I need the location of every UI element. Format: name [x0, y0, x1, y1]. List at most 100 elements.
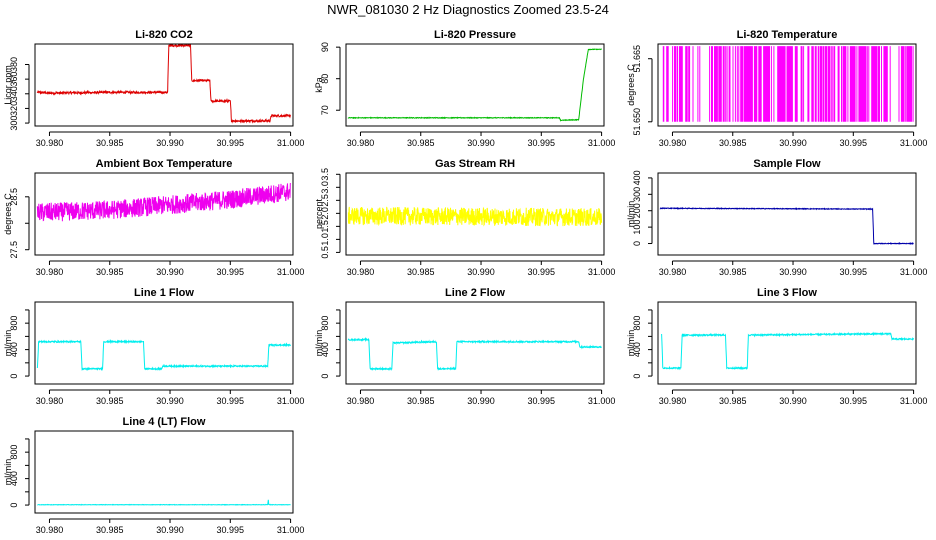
y-tick-label: 1.0 [320, 233, 330, 246]
y-tick-label: 80 [320, 74, 330, 84]
y-tick-label: 400 [632, 170, 642, 185]
plot-frame [34, 43, 294, 127]
x-tick-label: 30.990 [156, 267, 184, 277]
y-axis: 51.650 51.665 [632, 45, 653, 136]
chart-title: Ambient Box Temperature [96, 158, 233, 170]
x-axis: 30.980 30.985 30.990 30.995 31.000 [36, 260, 305, 277]
y-axis-label: ml/min [626, 201, 636, 228]
y-tick-label: 28.5 [9, 188, 19, 206]
x-tick-label: 30.985 [719, 138, 747, 148]
y-axis: 27.5 28.5 [9, 188, 30, 258]
x-tick-label: 30.995 [528, 138, 556, 148]
x-tick-label: 31.000 [900, 396, 928, 406]
data-layer [662, 46, 914, 122]
x-tick-label: 30.980 [347, 396, 375, 406]
y-tick-label: 90 [320, 42, 330, 52]
y-tick-label: 1.5 [320, 220, 330, 233]
y-tick-label: 300 [632, 187, 642, 202]
data-series [347, 48, 602, 122]
y-tick-label: 2.0 [320, 207, 330, 220]
x-tick-label: 30.995 [840, 267, 868, 277]
x-axis: 30.980 30.985 30.990 30.995 31.000 [36, 131, 305, 148]
y-axis-label: degrees C [3, 193, 13, 235]
plot-frame [345, 43, 605, 127]
data-series [36, 339, 292, 372]
data-series [661, 331, 915, 371]
chart-title: Gas Stream RH [435, 158, 515, 170]
plot-frame [34, 172, 294, 256]
y-tick-label: 200 [632, 203, 642, 218]
x-tick-label: 30.995 [217, 267, 245, 277]
x-tick-label: 30.990 [156, 396, 184, 406]
chart-title: Line 2 Flow [445, 287, 505, 299]
y-tick-label: 400 [632, 342, 642, 357]
y-tick-label: 800 [632, 316, 642, 331]
x-tick-label: 30.995 [840, 138, 868, 148]
x-tick-label: 30.985 [719, 396, 747, 406]
x-tick-label: 30.995 [217, 396, 245, 406]
y-axis-label: ml/min [3, 330, 13, 357]
y-tick-label: 400 [320, 342, 330, 357]
y-axis-label: percent [314, 198, 324, 229]
data-layer [347, 48, 602, 122]
x-tick-label: 30.990 [467, 267, 495, 277]
chart-panel-9: Line 3 Flow ml/min 30.980 30.985 30.990 30.99… [626, 287, 927, 406]
x-tick-label: 30.980 [36, 267, 64, 277]
x-tick-label: 30.980 [347, 267, 375, 277]
data-layer [36, 44, 292, 124]
data-series [36, 183, 292, 222]
x-tick-label: 30.990 [779, 138, 807, 148]
y-tick-label: 0 [632, 241, 642, 246]
x-tick-label: 31.000 [277, 267, 305, 277]
x-tick-label: 30.985 [407, 267, 435, 277]
chart-panel-7: Line 1 Flow ml/min 30.980 30.985 30.990 30.99… [3, 287, 304, 406]
data-layer [36, 183, 292, 222]
x-tick-label: 30.985 [96, 267, 124, 277]
plot-frame [345, 301, 605, 385]
data-layer [36, 339, 292, 372]
y-axis-label: degrees C [626, 64, 636, 106]
x-tick-label: 30.990 [779, 396, 807, 406]
x-tick-label: 30.985 [407, 138, 435, 148]
x-axis: 30.980 30.985 30.990 30.995 31.000 [347, 389, 616, 406]
x-tick-label: 30.980 [36, 525, 64, 535]
y-tick-label: 51.665 [632, 45, 642, 73]
y-axis: 0.51.01.52.02.53.03.5 [320, 168, 341, 259]
y-tick-label: 0.5 [320, 246, 330, 259]
x-tick-label: 30.985 [96, 525, 124, 535]
y-tick-label: 360 [9, 72, 19, 87]
chart-title: Line 4 (LT) Flow [123, 416, 206, 428]
chart-title: Line 1 Flow [134, 287, 194, 299]
x-tick-label: 31.000 [588, 396, 616, 406]
x-axis: 30.980 30.985 30.990 30.995 31.000 [36, 518, 304, 535]
y-tick-label: 800 [9, 445, 19, 460]
x-tick-label: 30.985 [96, 138, 124, 148]
x-tick-label: 31.000 [277, 138, 305, 148]
plot-frame [34, 430, 294, 514]
x-tick-label: 30.990 [467, 138, 495, 148]
plot-frame [34, 301, 294, 385]
x-tick-label: 30.990 [156, 138, 184, 148]
chart-title: Li-820 Pressure [434, 29, 516, 41]
y-axis: 0 400 800 [9, 309, 30, 379]
data-series [662, 46, 914, 122]
x-axis: 30.980 30.985 30.990 30.995 31.000 [659, 389, 928, 406]
x-tick-label: 30.990 [467, 396, 495, 406]
y-axis-label: kPa [314, 77, 324, 93]
x-axis: 30.980 30.985 30.990 30.995 31.000 [659, 131, 927, 148]
data-series [37, 499, 291, 506]
y-tick-label: 0 [9, 503, 19, 508]
x-tick-label: 30.990 [156, 525, 184, 535]
x-axis: 30.980 30.985 30.990 30.995 31.000 [347, 260, 615, 277]
y-axis: 70 80 90 [320, 42, 341, 115]
x-axis: 30.980 30.985 30.990 30.995 31.000 [36, 389, 305, 406]
x-tick-label: 31.000 [277, 396, 305, 406]
x-tick-label: 30.980 [36, 138, 64, 148]
data-series [347, 206, 603, 227]
y-tick-label: 800 [9, 316, 19, 331]
